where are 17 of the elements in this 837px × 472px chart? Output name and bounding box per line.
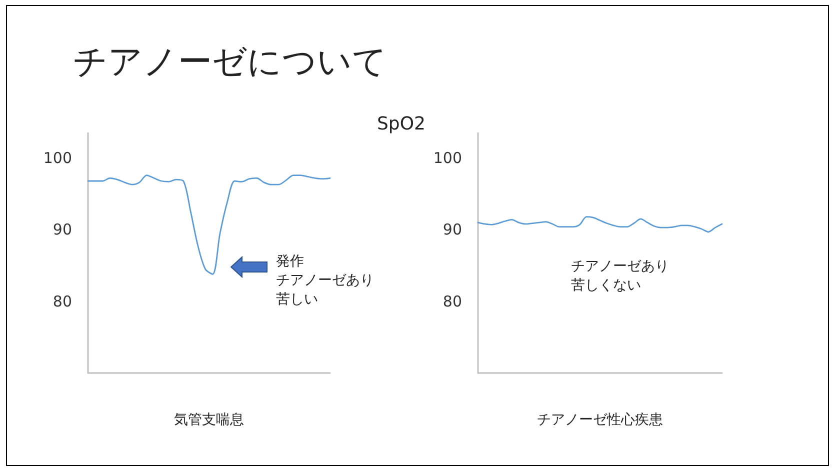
y-tick-label: 100 (43, 149, 72, 168)
annotation: チアノーゼあり (276, 272, 374, 288)
chart-title: SpO2 (377, 114, 426, 134)
annotation: チアノーゼあり (571, 258, 669, 274)
chart-title: チアノーゼについて (73, 42, 387, 82)
annotation: 苦しい (276, 292, 318, 308)
y-tick-label: 90 (52, 220, 72, 239)
y-tick-label: 100 (433, 149, 462, 168)
y-tick-label: 80 (52, 292, 72, 310)
x-axis-title: チアノーゼ性心疾患 (537, 412, 663, 428)
annotation: 発作 (276, 254, 304, 270)
line-series (477, 216, 723, 233)
annotation: 苦しくない (571, 278, 641, 294)
x-axis-title: 気管支喘息 (174, 412, 244, 428)
y-tick-label: 80 (442, 292, 462, 310)
y-tick-label: 90 (442, 220, 462, 239)
line-series (87, 174, 331, 275)
